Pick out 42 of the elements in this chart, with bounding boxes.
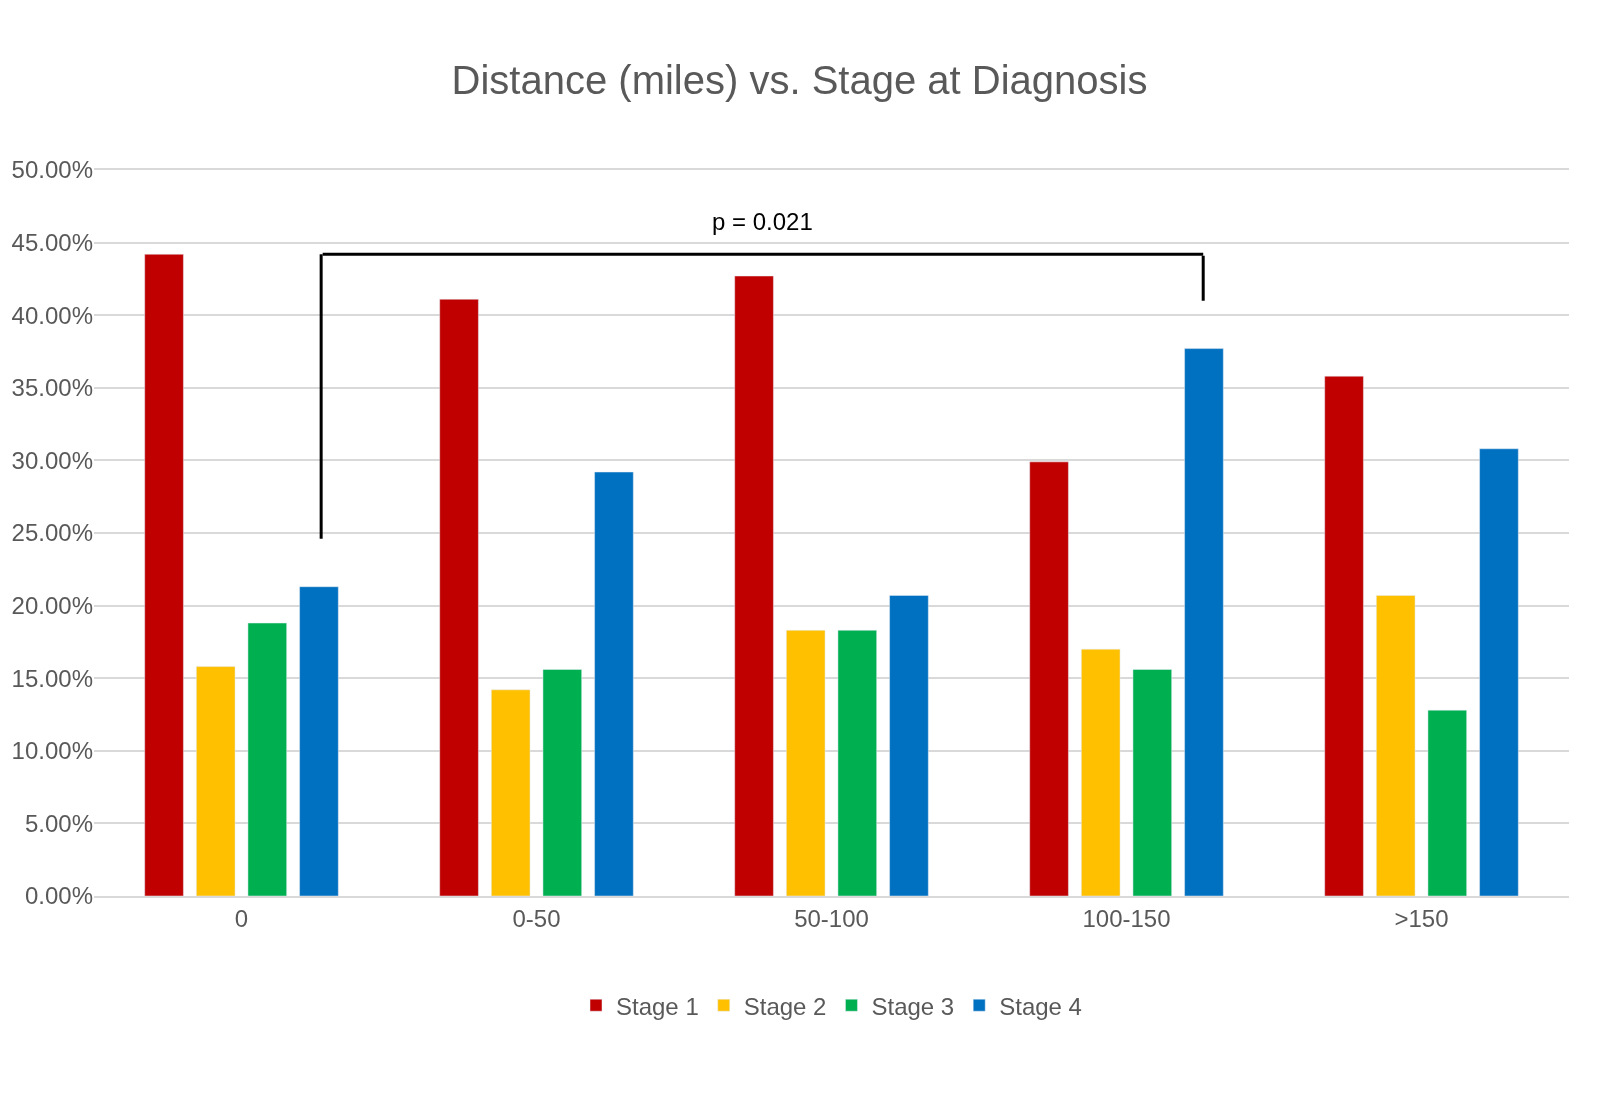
bar xyxy=(144,253,184,896)
x-tick-label: 0 xyxy=(234,904,249,932)
y-tick-label: 35.00% xyxy=(11,374,93,402)
y-tick-label: 40.00% xyxy=(11,301,93,329)
y-tick-label: 25.00% xyxy=(11,519,93,547)
y-tick-label: 15.00% xyxy=(11,664,93,692)
bar xyxy=(1029,461,1069,896)
bar xyxy=(542,669,582,896)
x-tick-label: 0-50 xyxy=(512,904,561,932)
bar xyxy=(491,689,531,896)
bar xyxy=(299,586,339,896)
x-tick-label: >150 xyxy=(1394,904,1449,932)
bar xyxy=(1324,375,1364,896)
bar xyxy=(1427,709,1467,896)
y-tick-label: 10.00% xyxy=(11,737,93,765)
y-tick-label: 5.00% xyxy=(24,809,93,837)
y-tick-label: 45.00% xyxy=(11,229,93,256)
y-tick-label: 0.00% xyxy=(24,882,93,910)
bar xyxy=(196,666,236,896)
bar xyxy=(439,298,479,896)
legend-label: Stage 2 xyxy=(743,992,827,1020)
bar xyxy=(786,630,826,896)
bar xyxy=(247,622,287,896)
chart-title: Distance (miles) vs. Stage at Diagnosis xyxy=(451,57,1148,102)
bar xyxy=(594,471,634,896)
y-tick-label: 50.00% xyxy=(11,156,93,184)
legend-label: Stage 1 xyxy=(616,992,699,1020)
bar xyxy=(1132,669,1172,896)
bar xyxy=(837,630,877,896)
bar xyxy=(1081,648,1121,896)
legend-label: Stage 4 xyxy=(999,992,1082,1020)
y-tick-label: 20.00% xyxy=(11,592,93,619)
bar xyxy=(1479,448,1519,896)
legend-label: Stage 3 xyxy=(871,992,955,1020)
bar xyxy=(1184,348,1224,896)
bar xyxy=(1376,595,1416,896)
bar xyxy=(734,275,774,896)
bar xyxy=(889,595,929,896)
x-tick-label: 100-150 xyxy=(1082,904,1171,932)
y-tick-label: 30.00% xyxy=(11,446,93,474)
annotation: p = 0.021 xyxy=(712,208,813,235)
x-tick-label: 50-100 xyxy=(794,904,869,932)
